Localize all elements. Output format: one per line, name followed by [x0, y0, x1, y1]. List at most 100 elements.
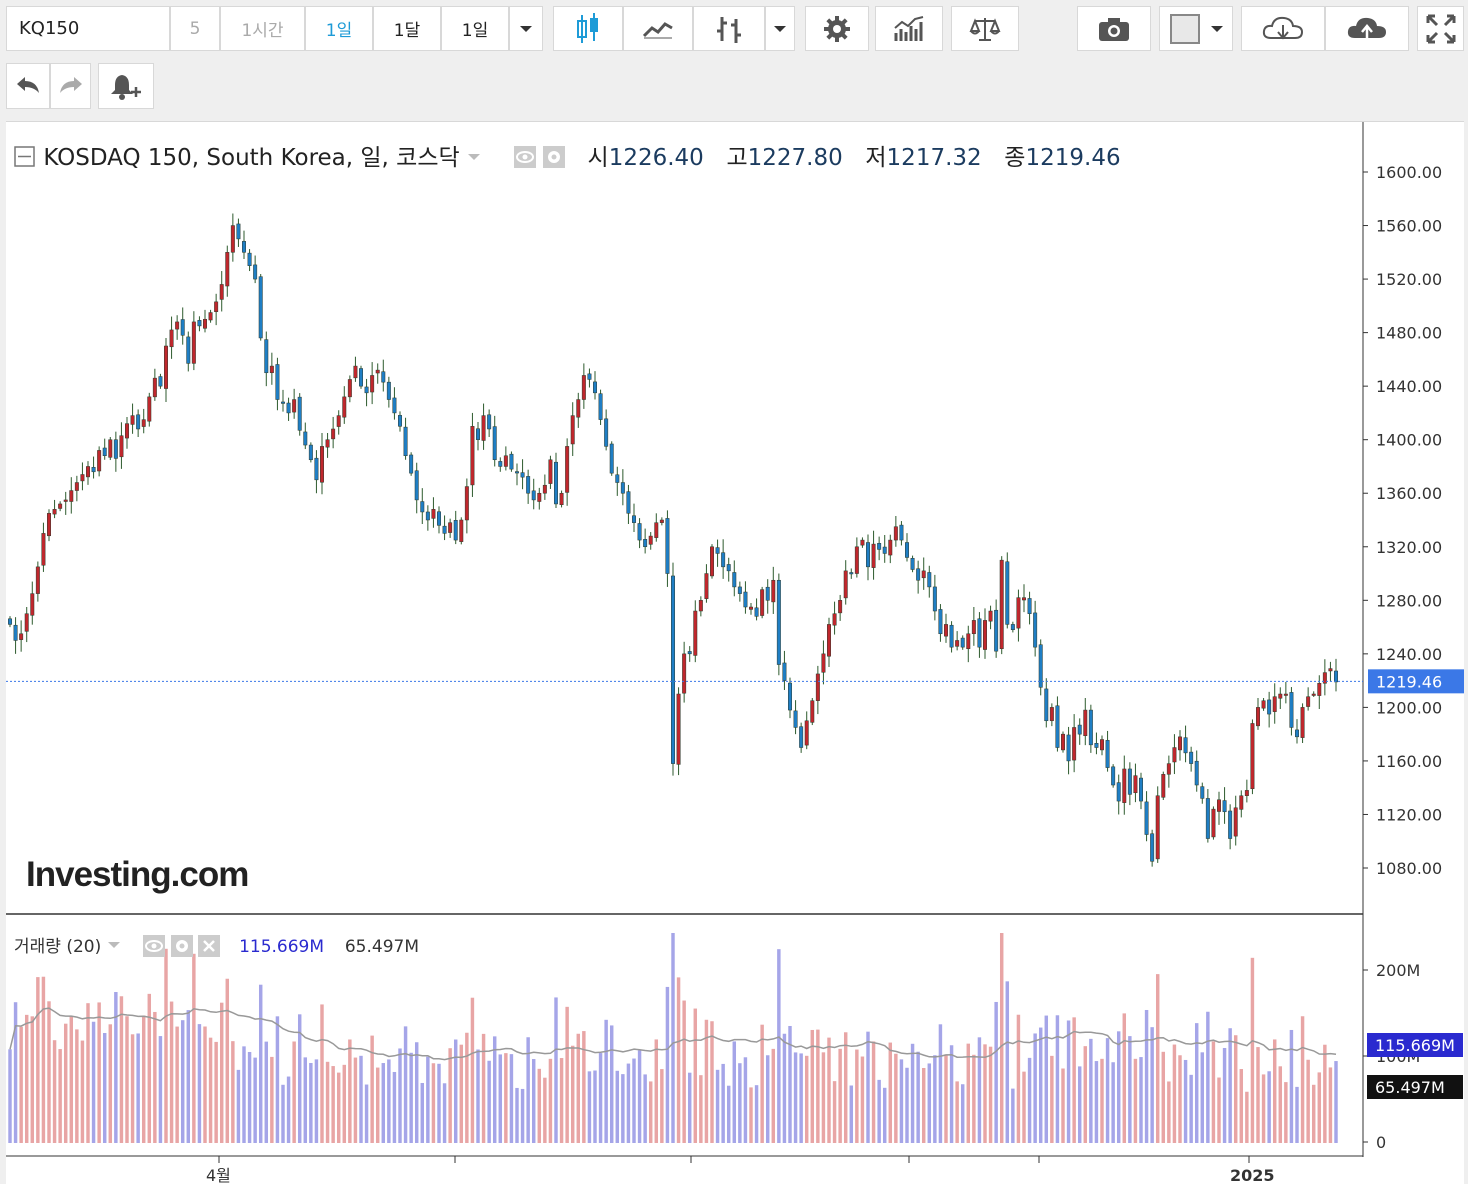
volume-bar [866, 1031, 870, 1143]
candle-body [776, 579, 781, 665]
volume-bar [102, 1033, 107, 1143]
volume-bar [804, 1055, 809, 1143]
volume-bar [24, 1014, 29, 1143]
eye-icon[interactable] [143, 935, 166, 957]
volume-bar [214, 1041, 218, 1143]
interval-1day[interactable]: 1일 [305, 6, 373, 51]
interval-1day-alt[interactable]: 1일 [441, 6, 509, 51]
low-value: 1217.32 [886, 145, 982, 171]
bar-style-button[interactable] [693, 6, 765, 51]
candle-body [1005, 561, 1010, 625]
candle-body [1300, 707, 1305, 738]
volume-bar [1033, 1033, 1037, 1143]
chart-type-dropdown[interactable] [765, 6, 795, 51]
chart-area[interactable]: 1600.00 1560.00 1520.00 1480.00 1440.00 1400.… [6, 121, 1464, 1185]
volume-bar [1267, 1071, 1271, 1143]
volume-bar [1272, 1039, 1277, 1143]
close-icon[interactable] [198, 935, 221, 957]
screenshot-button[interactable] [1077, 6, 1151, 51]
undo-button[interactable] [6, 63, 50, 109]
interval-5[interactable]: 5 [170, 6, 220, 51]
line-chart-button[interactable] [623, 6, 693, 51]
background-color-button[interactable] [1159, 6, 1233, 51]
candle-body [158, 376, 163, 387]
eye-icon[interactable] [513, 146, 536, 168]
y-tick-label: 1200.00 [1376, 698, 1442, 717]
candle-body [1150, 833, 1155, 862]
candle-body [598, 393, 603, 420]
candle-body [799, 726, 804, 748]
gear-icon[interactable] [542, 146, 565, 168]
candle-body [336, 415, 341, 427]
volume-bar [994, 1001, 998, 1143]
volume-bar [36, 977, 40, 1143]
volume-bar [888, 1042, 893, 1143]
candle-body [253, 264, 258, 280]
candle-body [63, 499, 68, 502]
volume-bar [1311, 1084, 1316, 1143]
candle-body [1105, 740, 1110, 768]
volume-bar [86, 1003, 90, 1143]
candle-body [910, 558, 915, 570]
gear-icon[interactable] [170, 935, 193, 957]
candle-body [453, 520, 458, 541]
volume-bar [359, 1055, 363, 1143]
symbol-input[interactable]: KQ150 [6, 6, 170, 51]
candle-body [771, 579, 776, 603]
candle-body [983, 620, 987, 650]
watermark-text: Investing.com [26, 855, 249, 894]
candle-body [1278, 693, 1283, 699]
chevron-down-icon[interactable] [467, 152, 481, 162]
volume-bar [910, 1043, 915, 1143]
line-chart-icon [643, 21, 673, 38]
save-chart-button[interactable] [1325, 6, 1409, 51]
candlestick-button[interactable] [553, 6, 623, 51]
volume-bar [654, 1039, 659, 1143]
volume-bar [1111, 1062, 1115, 1143]
candle-body [637, 523, 642, 541]
candle-body [849, 572, 854, 575]
candle-body [999, 559, 1004, 650]
load-chart-button[interactable] [1241, 6, 1325, 51]
chevron-down-icon[interactable] [107, 940, 121, 950]
compare-button[interactable] [951, 6, 1019, 51]
volume-bar [593, 1070, 597, 1143]
volume-bar [403, 1026, 408, 1143]
candle-body [1161, 774, 1166, 798]
candle-body [97, 450, 102, 472]
candle-body [665, 518, 670, 574]
candle-body [927, 572, 932, 588]
volume-bar [944, 1054, 948, 1143]
candle-body [1055, 705, 1060, 748]
redo-button[interactable] [50, 63, 91, 109]
candle-body [765, 586, 770, 601]
volume-bar [771, 1048, 776, 1143]
candle-body [1222, 800, 1227, 813]
indicators-button[interactable] [875, 6, 943, 51]
volume-bar [598, 1053, 603, 1143]
volume-bar [97, 1002, 101, 1143]
volume-bar [19, 1026, 23, 1143]
candle-body [944, 624, 948, 637]
volume-bar [1284, 1082, 1288, 1143]
low-label: 저 [865, 145, 887, 171]
collapse-icon[interactable] [14, 146, 36, 168]
add-alert-button[interactable] [98, 63, 154, 109]
volume-bar [158, 1036, 163, 1143]
settings-button[interactable] [805, 6, 869, 51]
volume-bar [1228, 1028, 1232, 1143]
volume-bar [1328, 1067, 1333, 1143]
candle-body [866, 542, 870, 568]
interval-1hour[interactable]: 1시간 [220, 6, 305, 51]
candle-body [119, 435, 124, 458]
fullscreen-button[interactable] [1417, 6, 1464, 51]
interval-dropdown[interactable] [509, 6, 543, 51]
chevron-down-icon [1211, 25, 1223, 32]
volume-bar [1066, 1020, 1071, 1143]
interval-1month[interactable]: 1달 [373, 6, 441, 51]
candle-body [515, 471, 519, 474]
candle-body [364, 386, 369, 394]
volume-bar [492, 1036, 497, 1143]
volume-bar [1116, 1031, 1121, 1143]
volume-bar [754, 1085, 759, 1143]
